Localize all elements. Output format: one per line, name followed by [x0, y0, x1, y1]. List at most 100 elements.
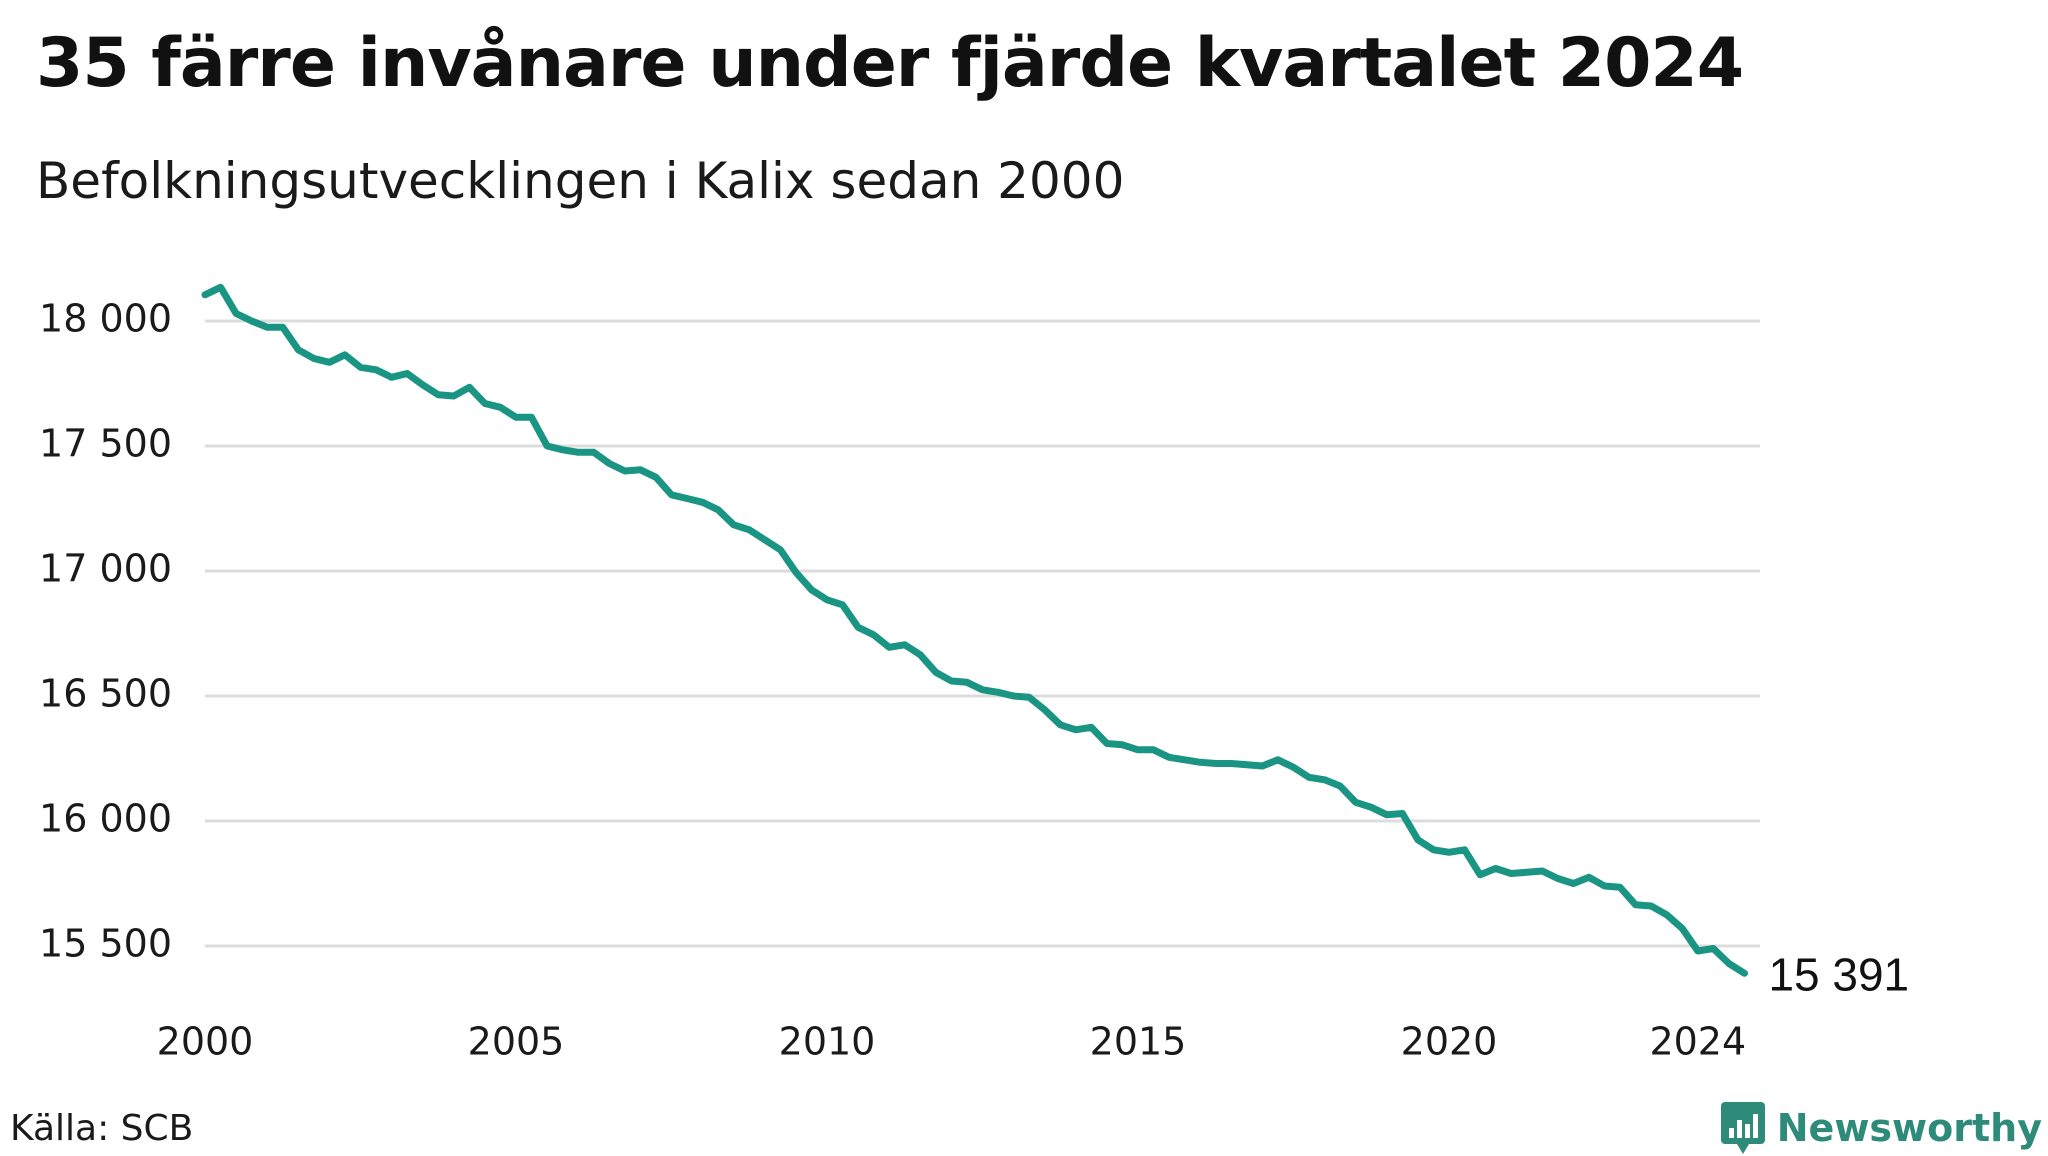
data-point	[918, 652, 923, 657]
data-point	[591, 450, 596, 455]
y-tick-label: 16 500	[39, 672, 172, 716]
data-point	[249, 319, 254, 323]
x-axis-ticks: 2000 2005 2010 2015 2020 2024	[157, 1020, 1747, 1064]
data-point	[1602, 884, 1607, 888]
data-point	[1680, 926, 1685, 931]
data-point	[793, 570, 798, 575]
data-point	[1120, 742, 1125, 747]
x-tick-label: 2010	[779, 1020, 876, 1064]
data-point	[1447, 850, 1451, 855]
data-point	[389, 375, 394, 380]
data-point	[1478, 872, 1483, 877]
x-tick-label: 2005	[468, 1020, 565, 1064]
data-point	[731, 522, 736, 527]
x-tick-label: 2000	[157, 1020, 254, 1064]
data-point	[762, 537, 767, 542]
y-tick-label: 16 000	[39, 797, 172, 841]
data-point	[545, 444, 550, 448]
data-point	[529, 415, 534, 420]
data-point	[374, 367, 379, 372]
data-point	[1151, 747, 1156, 752]
data-point	[234, 311, 239, 316]
data-point	[778, 547, 783, 552]
x-tick-label: 2020	[1401, 1020, 1498, 1064]
data-point	[1431, 847, 1436, 852]
data-points	[203, 285, 1747, 976]
data-point	[405, 371, 410, 376]
y-tick-label: 15 500	[39, 922, 172, 966]
data-point	[902, 642, 907, 647]
data-point	[1633, 902, 1638, 907]
data-point	[1167, 755, 1172, 760]
data-point	[887, 645, 892, 650]
data-point	[1369, 805, 1374, 810]
data-point	[1338, 784, 1343, 788]
data-point	[514, 415, 518, 420]
data-point	[280, 325, 285, 330]
x-tick-label: 2024	[1649, 1020, 1746, 1064]
data-point	[1244, 762, 1249, 767]
data-point	[980, 687, 985, 692]
data-point	[825, 597, 829, 602]
line-chart: 15 500 16 000 16 500 17 000 17 500 18 000 200…	[39, 283, 1909, 1064]
newsworthy-brand[interactable]: Newsworthy	[1719, 1100, 2042, 1156]
data-point	[840, 602, 845, 607]
data-point	[1726, 961, 1731, 966]
data-point	[327, 360, 332, 365]
y-tick-label: 17 000	[39, 547, 172, 591]
data-point	[1260, 764, 1265, 768]
data-point	[1711, 946, 1716, 951]
data-point	[1555, 876, 1560, 881]
data-point	[1524, 870, 1529, 875]
chart-title: 35 färre invånare under fjärde kvartalet…	[36, 24, 1744, 103]
data-point	[1618, 885, 1622, 890]
data-point	[436, 392, 441, 397]
population-line	[201, 283, 1748, 977]
data-point	[358, 365, 363, 370]
data-point	[1058, 722, 1063, 727]
data-point	[1229, 761, 1234, 766]
data-point	[482, 401, 487, 406]
data-point	[1649, 904, 1654, 908]
newsworthy-logo-icon	[1720, 1102, 1765, 1154]
y-axis-ticks: 15 500 16 000 16 500 17 000 17 500 18 000	[39, 297, 172, 966]
data-point	[1213, 761, 1218, 766]
data-point	[716, 507, 721, 512]
data-point	[809, 587, 814, 592]
data-point	[685, 496, 689, 501]
data-point	[669, 492, 674, 497]
data-point	[1291, 765, 1296, 770]
x-tick-label: 2015	[1090, 1020, 1187, 1064]
y-tick-label: 17 500	[39, 422, 172, 466]
data-point	[747, 527, 752, 532]
data-point	[1104, 741, 1109, 746]
data-point	[296, 347, 301, 352]
data-point	[996, 690, 1001, 695]
data-point	[498, 405, 503, 410]
data-point	[1540, 869, 1545, 873]
gridlines	[205, 319, 1760, 948]
data-point	[342, 352, 347, 357]
data-point	[576, 450, 581, 455]
data-point	[467, 385, 472, 390]
data-point	[964, 680, 969, 685]
data-point	[1353, 800, 1358, 805]
brand-name: Newsworthy	[1776, 1106, 2042, 1150]
data-point	[420, 382, 425, 387]
data-point	[1198, 760, 1203, 765]
data-point	[560, 447, 565, 452]
data-point	[1587, 875, 1591, 880]
data-point	[933, 670, 938, 675]
data-point	[1307, 775, 1311, 780]
data-point	[1493, 866, 1498, 871]
data-point	[1384, 812, 1389, 817]
data-point	[203, 292, 207, 297]
data-point	[1571, 881, 1576, 886]
data-point	[1089, 725, 1094, 730]
data-point	[700, 500, 705, 505]
data-point	[1136, 747, 1140, 752]
source-note: Källa: SCB	[10, 1108, 194, 1149]
y-tick-label: 18 000	[39, 297, 172, 341]
data-point	[622, 469, 627, 473]
data-point	[451, 394, 456, 398]
